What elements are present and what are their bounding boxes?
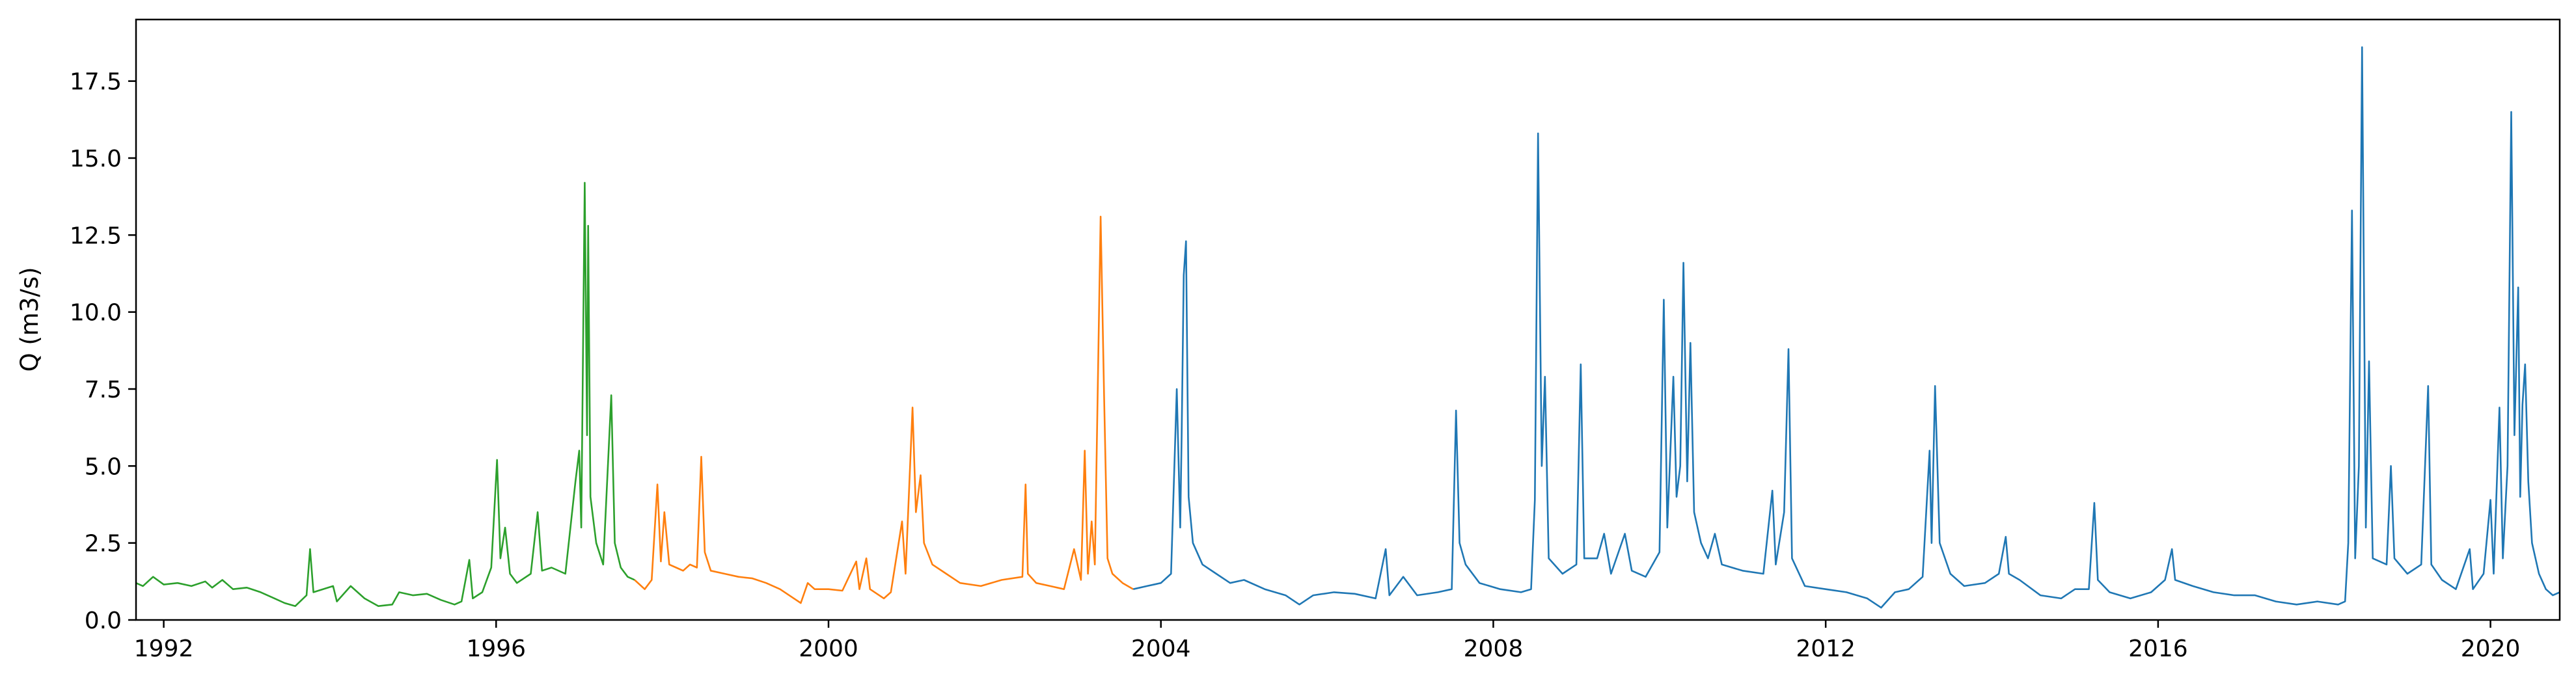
x-axis: 1992 1996 2000 2004 2008 2012 2016 2020 [134,620,2521,662]
x-tick-label: 1992 [134,636,194,662]
plot-background [136,20,2560,620]
series-layer [135,46,2560,609]
y-axis: 0.0 2.5 5.0 7.5 10.0 12.5 15.0 17.5 [70,69,136,634]
y-tick-label: 0.0 [85,608,122,634]
x-tick-label: 1996 [466,636,526,662]
y-tick-label: 5.0 [85,453,122,480]
y-tick-label: 12.5 [70,222,122,249]
x-tick-label: 2008 [1464,636,1524,662]
series-line-1 [135,181,635,608]
y-tick-label: 17.5 [70,69,122,96]
y-tick-label: 10.0 [70,300,122,327]
y-axis-label: Q (m3/s) [16,267,44,371]
series-line-2 [634,215,1134,604]
x-tick-label: 2000 [799,636,858,662]
plot-frame [135,18,2561,621]
series-line-3 [1132,46,2560,609]
x-tick-label: 2016 [2128,636,2188,662]
x-tick-label: 2020 [2461,636,2521,662]
y-tick-label: 7.5 [85,377,122,403]
y-tick-label: 2.5 [85,531,122,557]
x-tick-label: 2012 [1796,636,1856,662]
x-tick-label: 2004 [1131,636,1191,662]
y-tick-label: 15.0 [70,146,122,172]
